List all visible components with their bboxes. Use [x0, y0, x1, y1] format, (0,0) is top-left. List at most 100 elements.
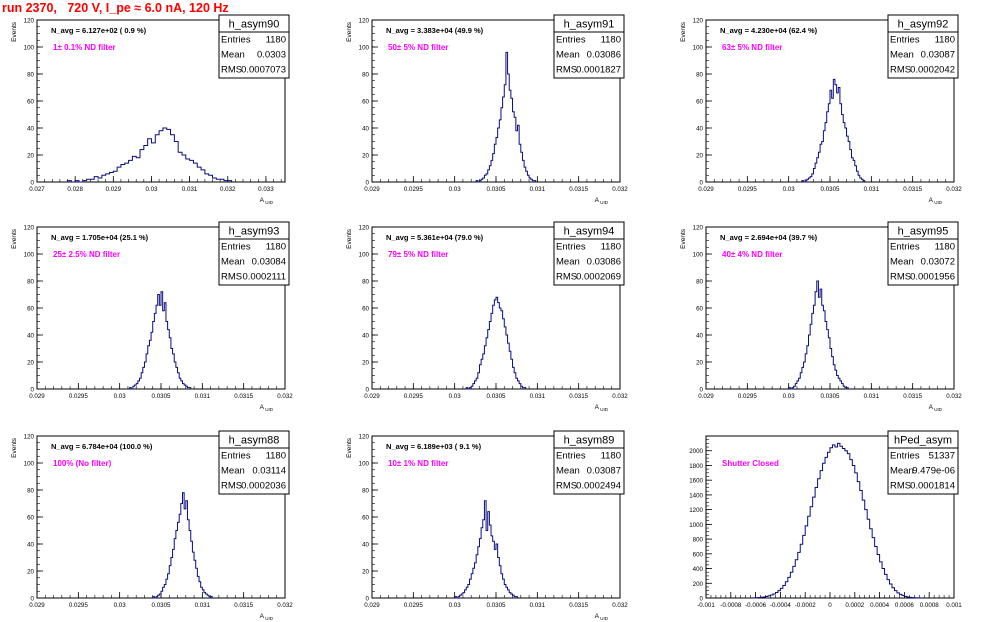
stats-label-entries: Entries: [556, 242, 586, 253]
stats-value-mean: 0.03086: [587, 50, 621, 61]
histogram-name: h_asym92: [898, 19, 949, 31]
y-tick-label: 100: [24, 45, 35, 52]
stats-label-entries: Entries: [556, 451, 586, 462]
stats-box-frame: [887, 430, 959, 495]
navg-label: N_avg = 4.230e+04 (62.4 %): [720, 26, 818, 35]
stats-box-frame: [553, 14, 625, 79]
stats-label-rms: RMS: [890, 272, 911, 283]
x-tick-label: 0.0315: [234, 393, 253, 400]
stats-box: h_asym92 Entries 1180 Mean 0.03087 RMS0.00020…: [887, 14, 959, 79]
stats-value-mean: 0.03114: [252, 466, 286, 477]
x-tick-label: 0.032: [220, 186, 236, 193]
histogram-panel-h_asym94: 0 20 40 60 80 100 120 0.029 0.0295 0.03 0.0305 0.03…: [346, 221, 628, 412]
stats-label-entries: Entries: [890, 35, 920, 46]
y-tick-label: 0: [31, 180, 35, 187]
y-tick-label: 1600: [689, 478, 703, 485]
x-tick-label: 0.0295: [738, 393, 757, 400]
filter-note: Shutter Closed: [722, 459, 779, 468]
x-axis-title: A UID: [260, 404, 274, 412]
x-tick-label: 0.032: [612, 186, 628, 193]
y-axis-title: Events: [346, 21, 353, 42]
y-tick-label: 60: [696, 99, 703, 106]
x-tick-label: -0.0004: [770, 602, 792, 609]
x-tick-label: 0.0295: [404, 186, 423, 193]
stats-box-frame: [887, 14, 959, 79]
y-tick-label: 60: [27, 306, 34, 313]
stats-label-mean: Mean: [890, 257, 914, 268]
y-tick-label: 80: [27, 488, 34, 495]
x-tick-label: 0.031: [195, 602, 211, 609]
histogram-name: h_asym91: [564, 19, 615, 31]
x-tick-label: 0.032: [612, 393, 628, 400]
y-tick-label: 0: [366, 180, 370, 187]
x-tick-label: 0.033: [258, 186, 274, 193]
y-tick-label: 40: [27, 542, 34, 549]
histogram-panel-h_asym88: 0 20 40 60 80 100 120 0.029 0.0295 0.03 0.0305 0.03…: [11, 430, 293, 621]
stats-box-frame: [218, 221, 290, 286]
y-tick-label: 800: [693, 537, 704, 544]
y-axis-title: Events: [680, 228, 687, 249]
y-tick-label: 0: [700, 180, 704, 187]
stats-box: h_asym88 Entries 1180 Mean 0.03114 RMS0.00020…: [218, 430, 290, 495]
y-tick-label: 1200: [689, 507, 703, 514]
x-tick-label: 0.0006: [895, 602, 914, 609]
histogram-name: hPed_asym: [894, 435, 952, 447]
y-tick-label: 80: [362, 72, 369, 79]
x-tick-label: 0.0295: [404, 393, 423, 400]
stats-box-frame: [553, 221, 625, 286]
stats-value-rms: 0.0007073: [241, 65, 286, 76]
y-tick-label: 80: [696, 72, 703, 79]
stats-value-rms: 0.0002494: [576, 481, 621, 492]
y-tick-label: 60: [696, 306, 703, 313]
stats-box: h_asym94 Entries 1180 Mean 0.03086 RMS0.00020…: [553, 221, 625, 286]
x-tick-label: 0.029: [106, 186, 122, 193]
x-tick-label: 0.0315: [234, 602, 253, 609]
x-axis-title: A UID: [929, 404, 943, 412]
histogram-panel-hPed_asym: 0 200 400 600 800 1000 1200 1400 1600 1800 2000 -0.…: [689, 430, 962, 609]
histogram-series: [788, 280, 849, 390]
navg-label: N_avg = 6.784e+04 (100.0 %): [51, 442, 153, 451]
x-axis-title: A UID: [595, 613, 609, 621]
stats-value-mean: 0.0303: [257, 50, 286, 61]
stats-label-mean: Mean: [890, 466, 914, 477]
y-tick-label: 1400: [689, 492, 703, 499]
y-tick-label: 60: [27, 515, 34, 522]
stats-box-frame: [887, 221, 959, 286]
stats-label-entries: Entries: [221, 35, 251, 46]
stats-box-frame: [218, 430, 290, 495]
filter-note: 40± 4% ND filter: [722, 250, 782, 259]
y-tick-label: 100: [359, 45, 370, 52]
x-tick-label: 0.0305: [487, 393, 506, 400]
y-tick-label: 20: [696, 153, 703, 160]
y-tick-label: 400: [693, 566, 704, 573]
x-tick-label: 0.029: [698, 186, 714, 193]
x-axis-title: A UID: [929, 197, 943, 205]
y-tick-label: 100: [693, 45, 704, 52]
stats-value-entries: 1180: [266, 242, 286, 253]
stats-label-entries: Entries: [890, 242, 920, 253]
stats-value-entries: 1180: [935, 242, 955, 253]
y-tick-label: 100: [359, 252, 370, 259]
y-tick-label: 0: [700, 387, 704, 394]
stats-box: h_asym95 Entries 1180 Mean 0.03072 RMS0.00019…: [887, 221, 959, 286]
histogram-name: h_asym89: [564, 435, 615, 447]
y-tick-label: 20: [362, 569, 369, 576]
histogram-series: [129, 291, 192, 390]
stats-label-rms: RMS: [221, 481, 242, 492]
y-tick-label: 120: [693, 225, 704, 232]
x-tick-label: 0.0315: [903, 186, 922, 193]
navg-label: N_avg = 1.705e+04 (25.1 %): [51, 233, 149, 242]
stats-label-entries: Entries: [221, 242, 251, 253]
histogram-series: [67, 127, 233, 183]
histogram-name: h_asym88: [229, 435, 280, 447]
x-tick-label: 0.03: [449, 186, 462, 193]
x-axis-title: A UID: [260, 197, 274, 205]
stats-value-entries: 1180: [266, 35, 286, 46]
y-tick-label: 40: [696, 126, 703, 133]
y-axis-title: Events: [680, 21, 687, 42]
x-axis-title: A UID: [595, 197, 609, 205]
y-tick-label: 80: [362, 488, 369, 495]
y-tick-label: 1000: [689, 522, 703, 529]
x-tick-label: 0.03: [114, 393, 127, 400]
navg-label: N_avg = 2.694e+04 (39.7 %): [720, 233, 818, 242]
